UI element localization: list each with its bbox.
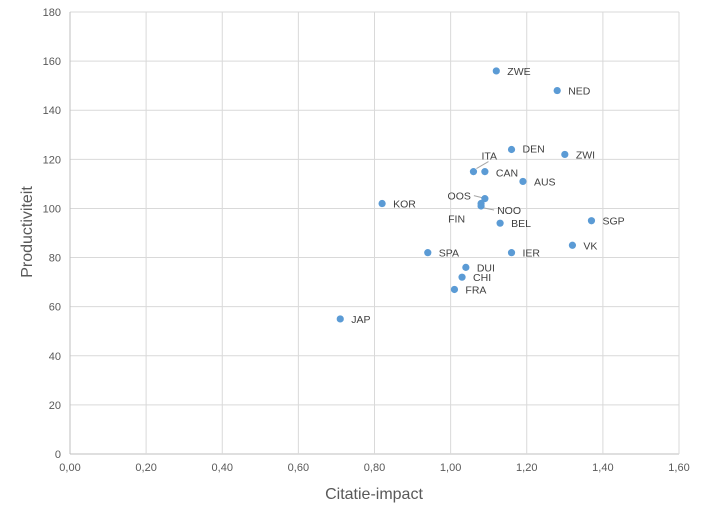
data-point-ier xyxy=(507,249,516,257)
y-tick-label: 0 xyxy=(55,449,61,461)
data-label-ned: NED xyxy=(568,86,591,98)
data-label-oos: OOS xyxy=(448,191,471,203)
data-point-zwe xyxy=(492,67,500,75)
data-point-fin xyxy=(477,199,485,208)
label-leader-lines xyxy=(473,161,495,211)
data-point-jap xyxy=(336,315,344,323)
data-label-fra: FRA xyxy=(465,284,486,296)
data-point-dui xyxy=(462,263,470,271)
y-tick-label: 120 xyxy=(43,154,61,166)
data-label-kor: KOR xyxy=(393,199,416,211)
data-label-vk: VK xyxy=(583,240,597,252)
x-tick-label: 0,60 xyxy=(288,462,309,474)
x-tick-label: 1,60 xyxy=(668,462,689,474)
data-point-spa xyxy=(424,249,432,257)
data-label-fin: FIN xyxy=(448,214,465,226)
data-label-noo: NOO xyxy=(497,205,521,217)
data-label-ier: IER xyxy=(523,248,541,260)
x-tick-label: 1,00 xyxy=(440,462,461,474)
y-tick-label: 160 xyxy=(43,56,61,68)
data-point-fra xyxy=(450,285,459,294)
y-tick-label: 60 xyxy=(49,302,61,314)
data-label-zwi: ZWI xyxy=(576,149,595,161)
axes: 0 20 40 60 80 100 120 140 160 180 0,00 0,20 0,40 0,60… xyxy=(43,7,690,474)
x-tick-label: 0,40 xyxy=(212,462,233,474)
data-label-spa: SPA xyxy=(439,248,459,260)
data-label-den: DEN xyxy=(523,144,545,156)
y-tick-label: 80 xyxy=(49,253,61,265)
data-label-chi: CHI xyxy=(473,272,491,284)
data-label-aus: AUS xyxy=(534,176,556,188)
leader-line-ita xyxy=(476,161,489,170)
data-labels: ZWE NED DEN ZWI ITA CAN AUS OOS NOO KOR FIN BEL SGP V… xyxy=(351,66,624,326)
data-point-ned xyxy=(553,86,561,95)
gridlines xyxy=(69,11,680,455)
data-point-den xyxy=(507,145,516,154)
data-point-can xyxy=(481,168,489,176)
data-point-aus xyxy=(519,177,527,186)
data-label-dui: DUI xyxy=(477,262,495,274)
y-tick-label: 180 xyxy=(43,7,61,19)
data-label-jap: JAP xyxy=(351,314,370,326)
data-point-ita xyxy=(469,168,478,176)
data-points xyxy=(336,67,596,323)
x-tick-label: 0,20 xyxy=(135,462,156,474)
data-label-bel: BEL xyxy=(511,218,531,230)
x-tick-label: 0,80 xyxy=(364,462,385,474)
x-axis-title: Citatie-impact xyxy=(325,486,423,503)
data-point-chi xyxy=(458,273,466,281)
data-label-ita: ITA xyxy=(481,151,497,163)
leader-line-noo xyxy=(483,207,495,211)
x-tick-label: 1,20 xyxy=(516,462,537,474)
x-tick-label: 1,40 xyxy=(592,462,613,474)
data-label-can: CAN xyxy=(496,168,518,180)
data-point-bel xyxy=(496,219,504,227)
data-label-zwe: ZWE xyxy=(507,66,530,78)
data-point-oos xyxy=(481,195,489,203)
y-tick-label: 40 xyxy=(49,351,61,363)
leader-line-oos xyxy=(473,195,483,199)
data-point-vk xyxy=(568,241,577,249)
data-point-sgp xyxy=(587,217,596,225)
y-tick-label: 100 xyxy=(43,203,61,215)
y-axis-title: Productiviteit xyxy=(19,186,36,278)
y-tick-label: 140 xyxy=(43,105,61,117)
y-tick-label: 20 xyxy=(49,400,61,412)
data-label-sgp: SGP xyxy=(602,216,624,228)
data-point-kor xyxy=(378,199,386,208)
data-point-zwi xyxy=(561,150,569,159)
x-tick-label: 0,00 xyxy=(59,462,80,474)
